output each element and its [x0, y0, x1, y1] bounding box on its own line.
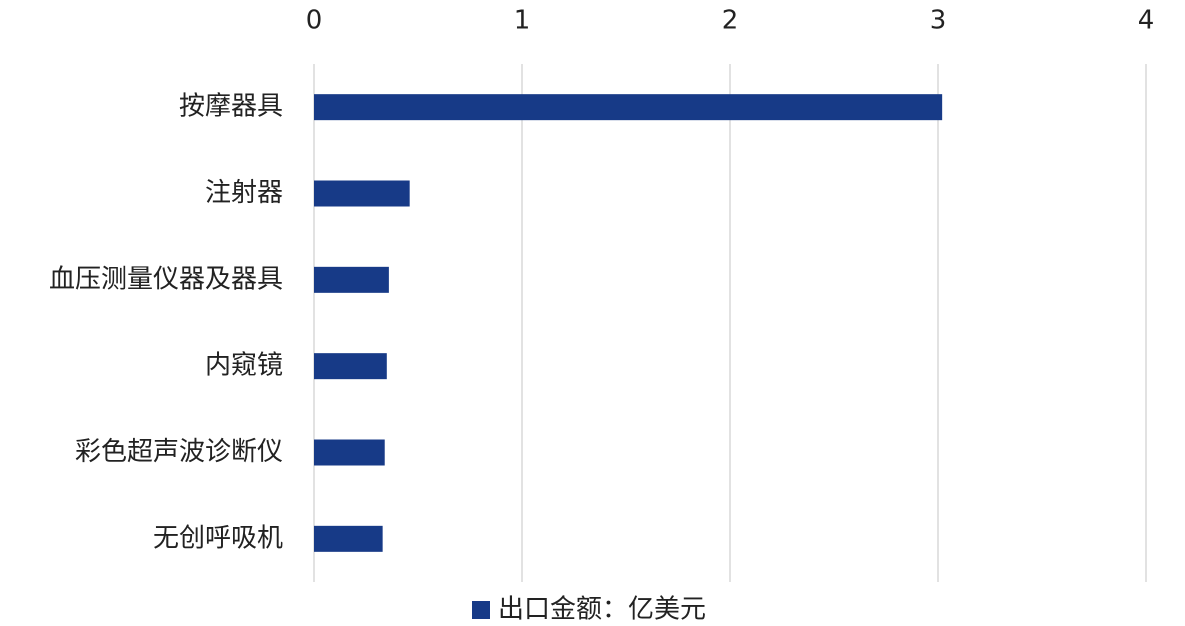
- y-tick-label: 血压测量仪器及器具: [49, 264, 283, 294]
- x-tick-label: 0: [306, 6, 323, 36]
- x-tick-label: 3: [930, 6, 947, 36]
- bar: [314, 266, 389, 293]
- bar: [314, 439, 385, 466]
- y-tick-label: 按摩器具: [179, 92, 283, 122]
- bar: [314, 180, 410, 207]
- bar: [314, 525, 383, 552]
- y-tick-label: 注射器: [205, 178, 283, 208]
- bar: [314, 353, 387, 380]
- legend-swatch: [472, 601, 490, 619]
- x-tick-label: 4: [1138, 6, 1155, 36]
- legend-label: 出口金额：亿美元: [498, 595, 706, 625]
- y-tick-label: 无创呼吸机: [153, 523, 283, 553]
- y-tick-label: 内窥镜: [205, 351, 283, 381]
- x-tick-label: 1: [514, 6, 531, 36]
- y-tick-label: 彩色超声波诊断仪: [75, 437, 283, 467]
- bar: [314, 94, 943, 121]
- x-tick-label: 2: [722, 6, 739, 36]
